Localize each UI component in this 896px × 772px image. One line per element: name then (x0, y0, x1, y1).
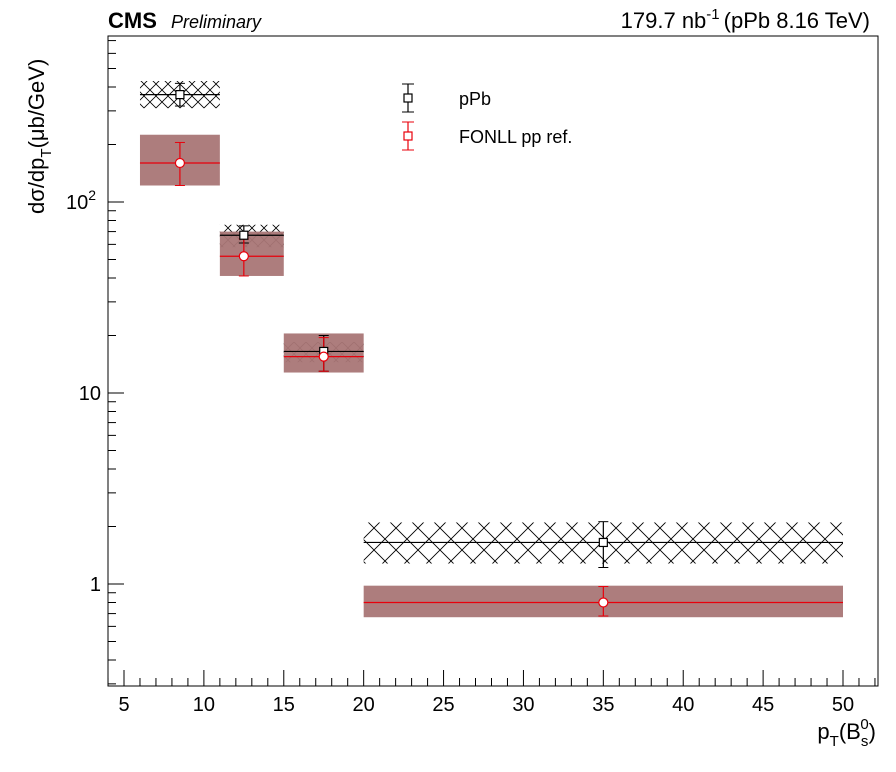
fonll-point (318, 351, 329, 362)
ppb-point (598, 537, 608, 548)
x-tick-label: 30 (512, 694, 534, 716)
legend: pPb FONLL pp ref. (402, 83, 572, 151)
x-tick-label: 20 (353, 694, 375, 716)
legend-fonll-label: FONLL pp ref. (459, 127, 572, 147)
x-tick-label: 35 (592, 694, 614, 716)
status-label: Preliminary (171, 12, 262, 32)
lumi-exponent: -1 (706, 6, 719, 23)
fonll-point (238, 251, 249, 262)
systematic-bands (139, 81, 843, 618)
lumi-label: 179.7 nb-1 (pPb 8.16 TeV) (621, 6, 870, 33)
x-axis-title: pT(Bs0) (817, 716, 876, 750)
fonll-point (174, 157, 186, 169)
x-axis-ticks: 5 10 15 20 25 30 35 40 45 50 (107, 670, 876, 716)
y-axis-ticks: 1 10 102 (66, 40, 124, 685)
fonll-sys-band (219, 231, 284, 276)
legend-fonll-marker (403, 131, 413, 141)
legend-ppb-label: pPb (459, 89, 491, 109)
plot-frame (107, 35, 879, 687)
x-tick-label: 10 (193, 694, 215, 716)
experiment-label: CMS (108, 8, 157, 33)
ppb-point (175, 90, 185, 100)
y-tick-label: 102 (66, 187, 96, 214)
y-axis-title: dσ/dpT(μb/GeV) (24, 59, 55, 214)
x-tick-label: 5 (118, 694, 129, 716)
x-tick-label: 40 (672, 694, 694, 716)
lumi-value: 179.7 nb (621, 8, 707, 33)
chart-header: CMS Preliminary (108, 8, 262, 33)
fonll-point (598, 597, 609, 608)
x-tick-label: 25 (432, 694, 454, 716)
x-tick-label: 15 (273, 694, 295, 716)
x-tick-label: 50 (832, 694, 854, 716)
lumi-suffix: (pPb 8.16 TeV) (724, 8, 870, 33)
y-tick-label: 1 (90, 574, 101, 596)
legend-ppb-marker (403, 93, 413, 103)
y-tick-label: 10 (79, 383, 101, 405)
ppb-point (239, 230, 249, 240)
x-tick-label: 45 (752, 694, 774, 716)
data-markers (174, 90, 609, 608)
